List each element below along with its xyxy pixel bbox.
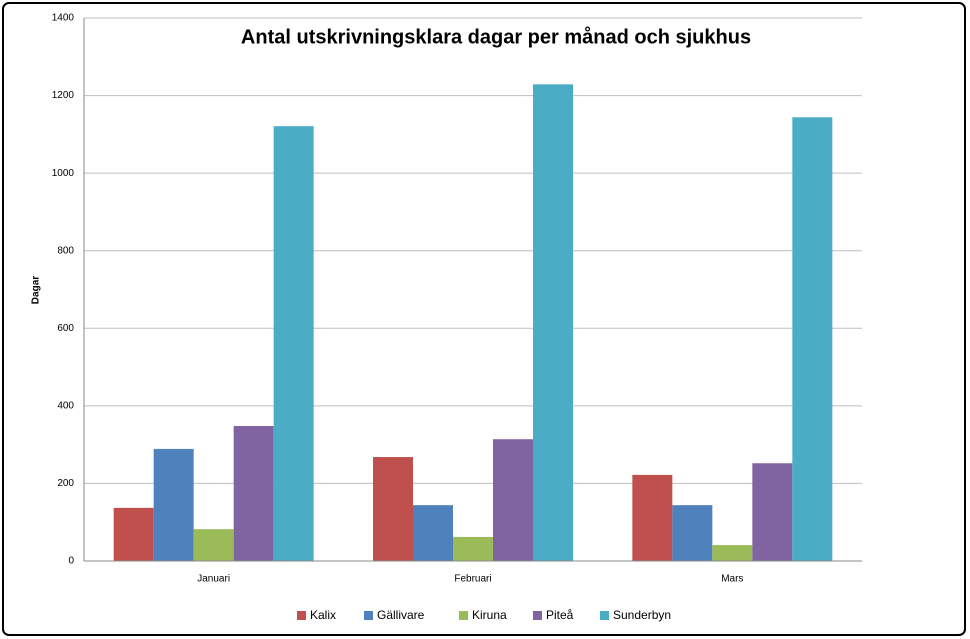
bar (113, 507, 154, 561)
x-tick-label: Mars (721, 574, 743, 585)
bar (632, 474, 673, 561)
y-tick-label: 1200 (52, 90, 75, 101)
x-tick-label: Januari (197, 574, 230, 585)
y-tick-label: 1000 (52, 168, 75, 179)
bar (273, 126, 314, 561)
legend-label: Kalix (310, 608, 336, 622)
y-tick-label: 1400 (52, 13, 75, 24)
bar (712, 545, 753, 561)
bar (233, 426, 274, 561)
legend-swatch (364, 611, 373, 620)
y-tick-label: 400 (57, 400, 74, 411)
chart-title: Antal utskrivningsklara dagar per månad … (241, 25, 751, 48)
bar (493, 439, 533, 561)
y-axis-label: Dagar (31, 276, 42, 304)
legend-swatch (533, 611, 542, 620)
legend-label: Kiruna (472, 608, 507, 622)
legend-swatch (600, 611, 609, 620)
bar (153, 448, 194, 561)
bar (373, 457, 413, 561)
legend-swatch (297, 611, 306, 620)
bar (453, 536, 493, 561)
y-tick-label: 600 (57, 323, 74, 334)
bar (792, 117, 833, 561)
y-tick-label: 0 (68, 556, 74, 567)
legend-label: Piteå (546, 608, 574, 622)
bar (672, 505, 713, 561)
legend-label: Gällivare (377, 608, 425, 622)
y-tick-label: 200 (57, 478, 74, 489)
bar (752, 463, 793, 561)
bar (533, 84, 573, 561)
bar (413, 505, 453, 561)
legend-swatch (459, 611, 468, 620)
x-tick-label: Februari (454, 574, 491, 585)
legend-label: Sunderbyn (613, 608, 671, 622)
bar (193, 529, 234, 561)
y-tick-label: 800 (57, 245, 74, 256)
